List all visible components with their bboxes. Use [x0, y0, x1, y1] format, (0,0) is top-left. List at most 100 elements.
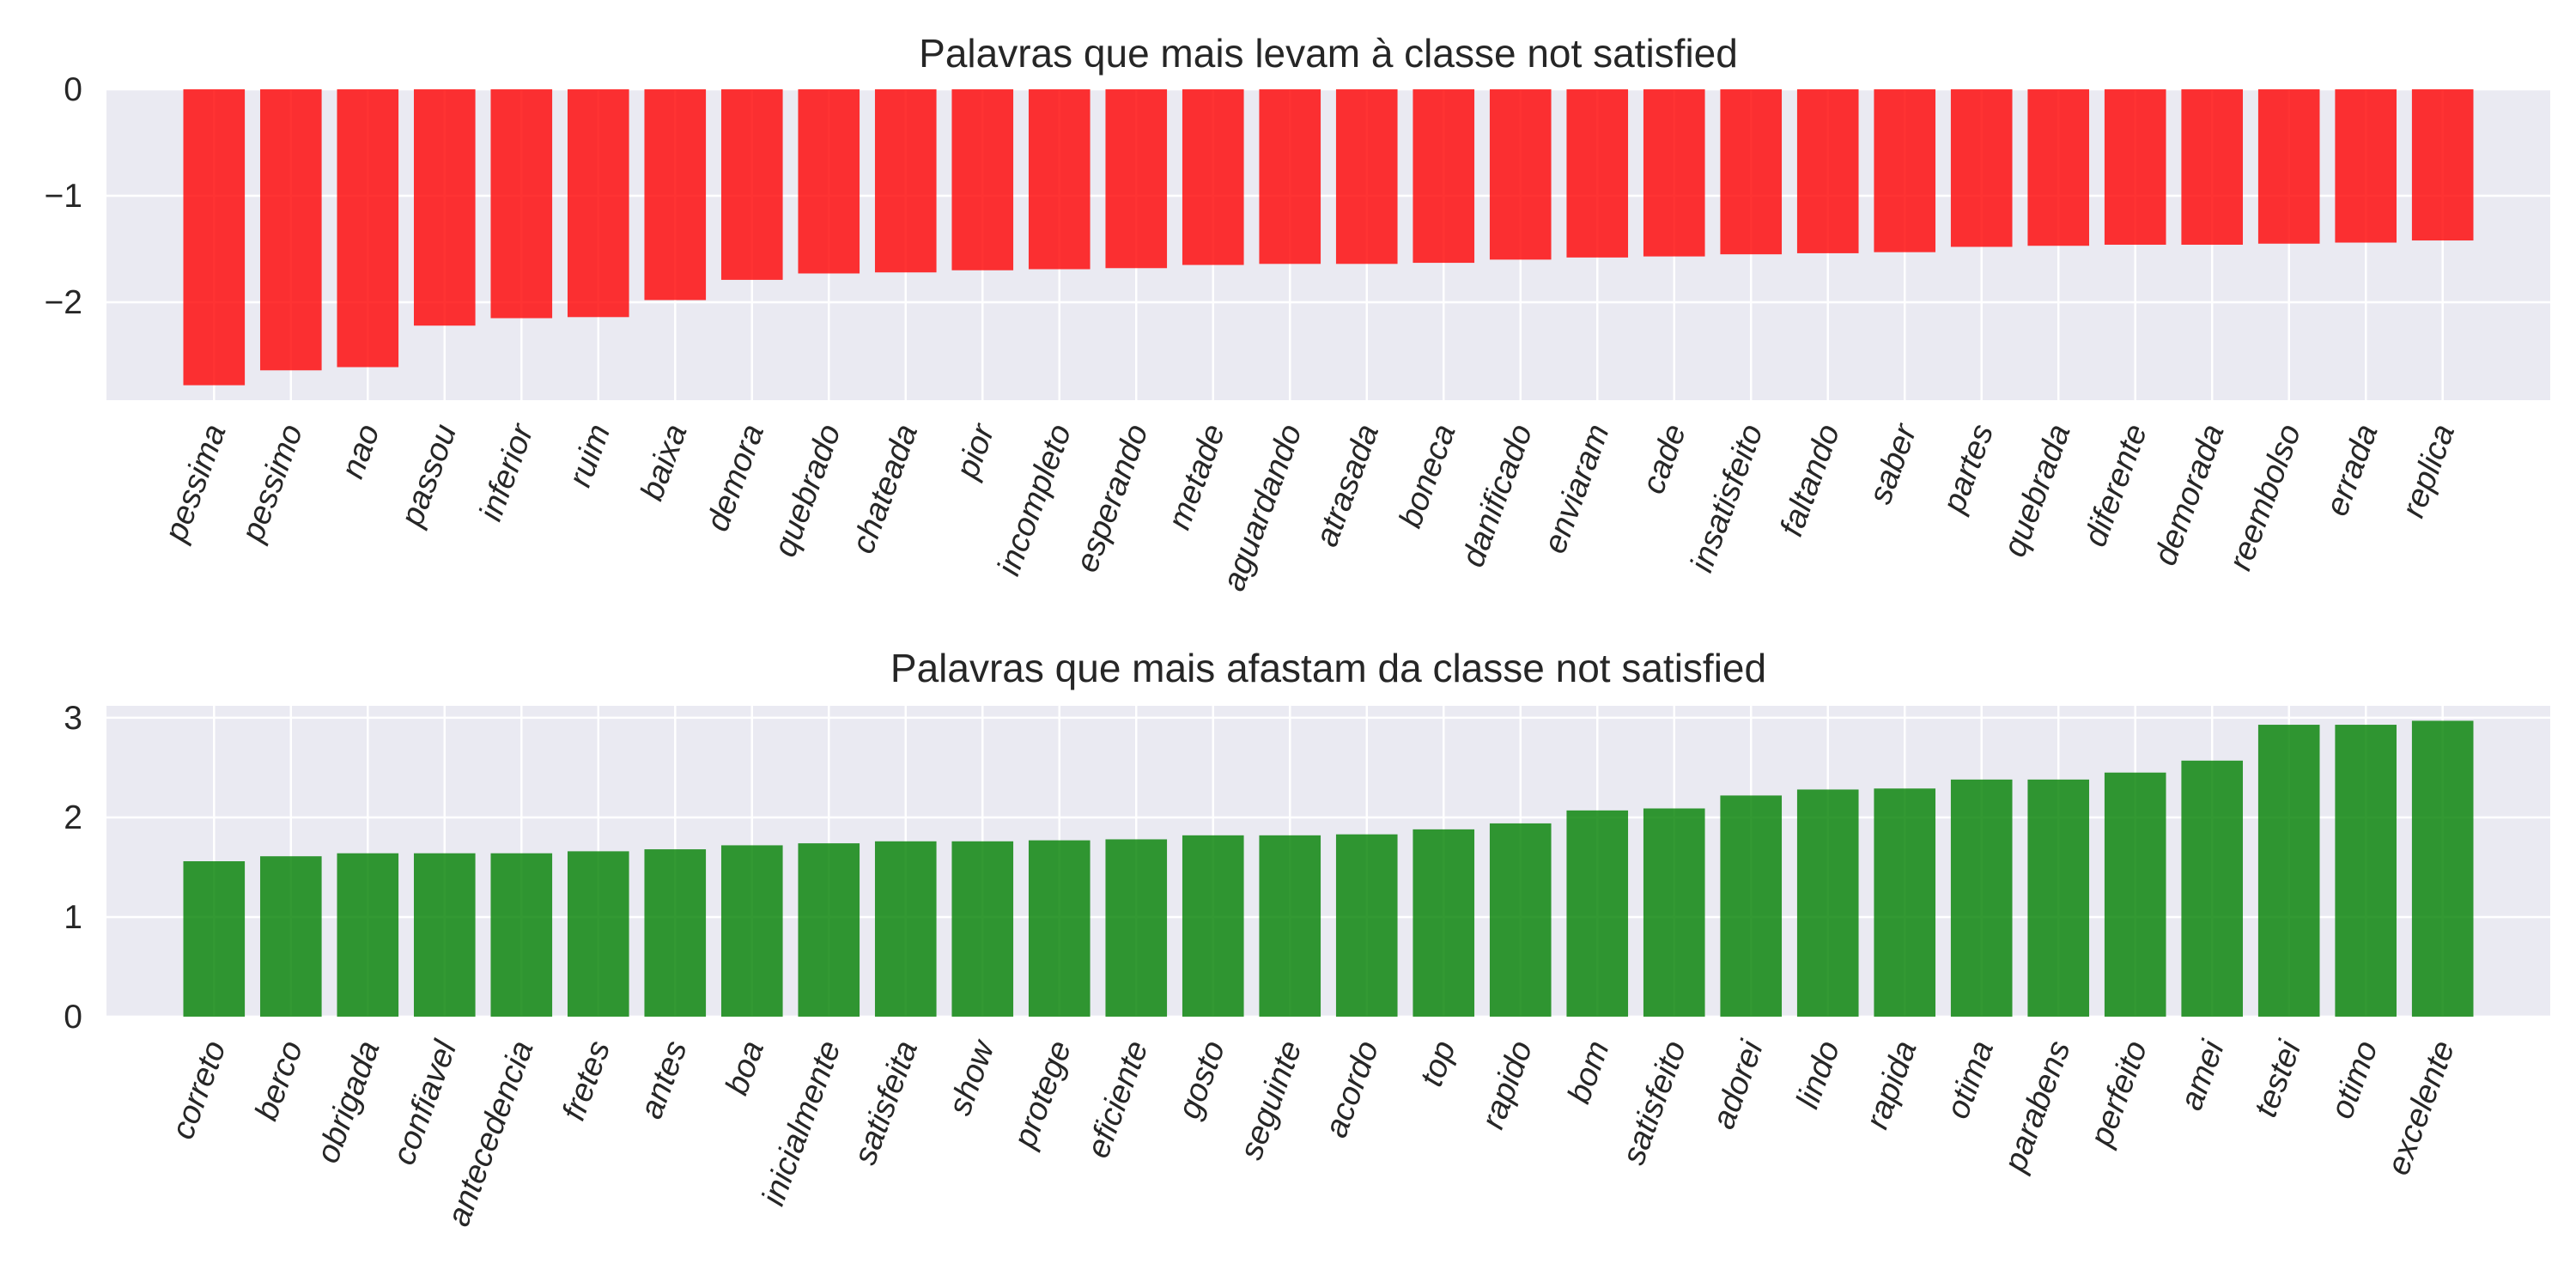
chart-top-title: Palavras que mais levam à classe not sat… — [919, 31, 1738, 76]
x-tick-label: ruim — [562, 420, 617, 492]
x-tick-label: inferior — [473, 418, 542, 526]
x-tick-label: berco — [248, 1036, 310, 1126]
bar-aguardando — [1259, 89, 1321, 264]
bar-rapido — [1489, 823, 1552, 1017]
x-tick-label: seguinte — [1233, 1036, 1309, 1164]
bar-antecedencia — [490, 853, 553, 1017]
bar-seguinte — [1259, 835, 1321, 1017]
bar-eficiente — [1105, 839, 1168, 1017]
x-tick-label: quebrado — [767, 420, 848, 562]
x-tick-label: chateada — [845, 420, 925, 558]
bar-partes — [1950, 89, 2013, 247]
x-tick-label: fretes — [556, 1036, 617, 1126]
x-tick-label: confiavel — [386, 1035, 464, 1170]
bar-protege — [1028, 840, 1091, 1017]
x-tick-label: passou — [394, 420, 465, 532]
bar-saber — [1874, 89, 1936, 252]
bar-enviaram — [1566, 89, 1629, 258]
x-tick-label: satisfeito — [1615, 1036, 1693, 1170]
x-tick-label: lindo — [1789, 1036, 1847, 1114]
bar-danificado — [1489, 89, 1552, 260]
bar-gosto — [1182, 835, 1244, 1017]
y-tick-label: 0 — [64, 999, 82, 1036]
bar-inicialmente — [798, 843, 860, 1017]
bar-incompleto — [1028, 89, 1091, 270]
bar-pior — [951, 89, 1014, 270]
x-tick-label: errada — [2319, 420, 2385, 521]
x-tick-label: quebrada — [1996, 420, 2077, 562]
bar-replica — [2411, 89, 2474, 241]
x-tick-label: cade — [1636, 420, 1694, 499]
bar-confiavel — [413, 853, 476, 1017]
x-tick-label: perfeito — [2083, 1036, 2154, 1151]
bar-show — [951, 841, 1014, 1017]
bar-ruim — [567, 89, 629, 318]
x-tick-label: pessima — [158, 420, 234, 547]
bar-metade — [1182, 89, 1244, 265]
bar-diferente — [2104, 89, 2166, 245]
bar-perfeito — [2104, 772, 2166, 1017]
y-tick-label: 0 — [64, 71, 82, 108]
bar-antes — [644, 849, 707, 1017]
bar-chateada — [874, 89, 937, 273]
bar-testei — [2257, 725, 2320, 1017]
bar-inferior — [490, 89, 553, 319]
bar-rapida — [1874, 788, 1936, 1017]
bar-passou — [413, 89, 476, 326]
bar-correto — [183, 861, 246, 1017]
x-tick-label: nao — [335, 420, 387, 483]
chart-bottom-title: Palavras que mais afastam da classe not … — [890, 646, 1766, 690]
x-tick-label: reembolso — [2222, 420, 2308, 575]
bar-quebrado — [798, 89, 860, 274]
x-tick-label: baixa — [634, 420, 695, 506]
x-tick-label: show — [942, 1034, 1003, 1120]
x-tick-label: demora — [700, 420, 772, 536]
y-tick-label: 2 — [64, 799, 82, 836]
x-tick-label: atrasada — [1309, 420, 1386, 551]
x-tick-label: correto — [165, 1036, 234, 1145]
y-tick-label: 1 — [64, 899, 82, 936]
y-tick-label: 3 — [64, 700, 82, 737]
x-tick-label: pior — [949, 418, 1002, 483]
x-tick-label: testei — [2248, 1035, 2309, 1121]
bar-bom — [1566, 810, 1629, 1017]
bar-demora — [720, 89, 783, 280]
x-tick-label: saber — [1862, 418, 1924, 508]
bar-otimo — [2335, 725, 2397, 1017]
bar-pessima — [183, 89, 246, 386]
bar-berco — [259, 856, 322, 1017]
bar-demorada — [2181, 89, 2244, 245]
bar-baixa — [644, 89, 707, 301]
bar-errada — [2335, 89, 2397, 243]
x-tick-label: faltando — [1773, 420, 1847, 541]
x-tick-label: enviaram — [1537, 420, 1617, 558]
x-tick-label: excelente — [2380, 1036, 2462, 1180]
x-tick-label: rapido — [1475, 1036, 1540, 1134]
bar-satisfeito — [1643, 808, 1705, 1017]
bar-fretes — [567, 851, 629, 1017]
x-tick-label: otimo — [2324, 1036, 2385, 1124]
bar-parabens — [2027, 779, 2090, 1017]
x-tick-label: otima — [1940, 1036, 2001, 1124]
bar-lindo — [1796, 789, 1859, 1017]
bar-quebrada — [2027, 89, 2090, 246]
x-tick-label: boneca — [1393, 420, 1463, 533]
bar-excelente — [2411, 720, 2474, 1017]
y-tick-label: −2 — [45, 284, 82, 321]
x-tick-label: satisfeita — [847, 1036, 925, 1170]
bar-esperando — [1105, 89, 1168, 269]
bar-faltando — [1796, 89, 1859, 253]
x-tick-label: bom — [1561, 1036, 1617, 1109]
x-tick-label: metade — [1161, 420, 1232, 534]
x-tick-label: replica — [2395, 420, 2462, 523]
bar-satisfeita — [874, 841, 937, 1017]
x-tick-label: antes — [633, 1036, 694, 1124]
x-tick-label: incompleto — [991, 420, 1078, 580]
x-tick-label: demorada — [2148, 420, 2232, 570]
x-tick-label: eficiente — [1080, 1036, 1156, 1163]
bar-top — [1413, 829, 1475, 1017]
chart-top-panel: 0 −1 −2 pessima pessimo nao passou inferior ruim… — [45, 31, 2550, 596]
bar-acordo — [1335, 834, 1398, 1017]
